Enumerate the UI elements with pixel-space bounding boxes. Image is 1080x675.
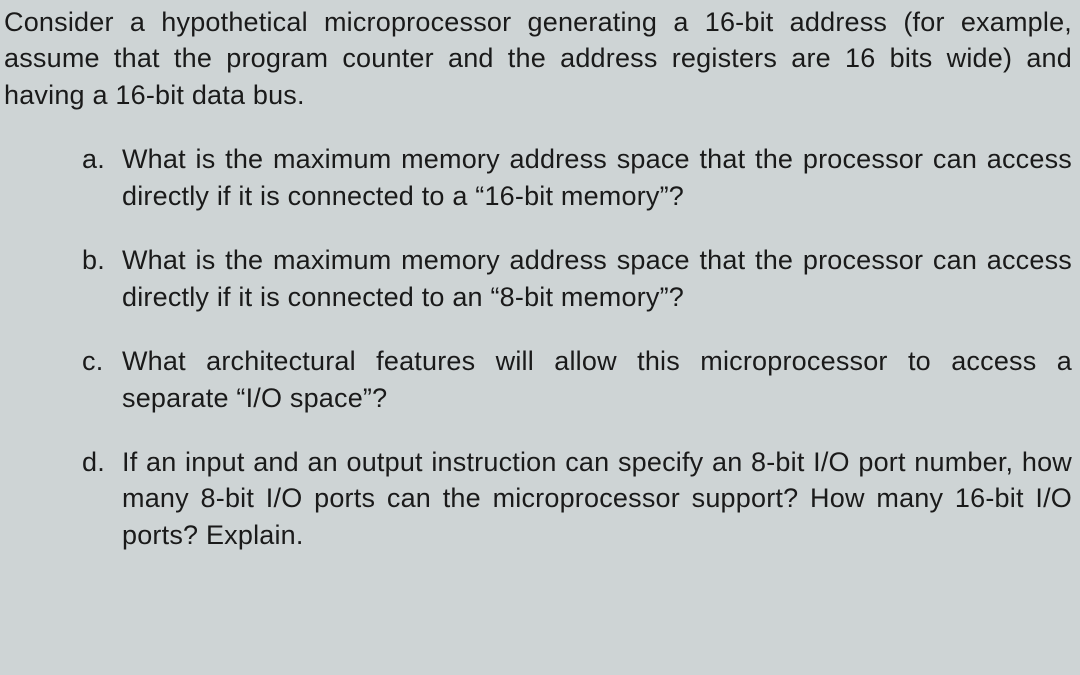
item-marker: d. [82, 444, 122, 553]
item-text: What is the maximum memory address space… [122, 242, 1072, 315]
list-item: b. What is the maximum memory address sp… [82, 242, 1072, 315]
question-list: a. What is the maximum memory address sp… [4, 141, 1072, 553]
item-text: What architectural features will allow t… [122, 343, 1072, 416]
intro-paragraph: Consider a hypothetical microprocessor g… [4, 4, 1072, 113]
item-text: What is the maximum memory address space… [122, 141, 1072, 214]
item-marker: a. [82, 141, 122, 214]
item-text: If an input and an output instruction ca… [122, 444, 1072, 553]
item-marker: c. [82, 343, 122, 416]
list-item: a. What is the maximum memory address sp… [82, 141, 1072, 214]
item-marker: b. [82, 242, 122, 315]
list-item: d. If an input and an output instruction… [82, 444, 1072, 553]
list-item: c. What architectural features will allo… [82, 343, 1072, 416]
